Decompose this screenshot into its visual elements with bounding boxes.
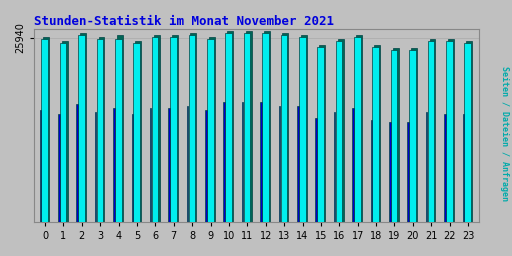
Bar	[97, 39, 103, 222]
Bar	[336, 41, 343, 222]
Bar	[188, 35, 195, 222]
Bar	[391, 50, 397, 222]
Bar	[317, 47, 324, 222]
Bar	[39, 110, 41, 222]
Bar	[262, 33, 269, 222]
Bar	[117, 35, 123, 222]
Bar	[430, 39, 436, 222]
Bar	[283, 33, 288, 222]
Bar	[170, 37, 177, 222]
Bar	[80, 33, 86, 222]
Bar	[462, 114, 464, 222]
Bar	[426, 112, 428, 222]
Bar	[58, 114, 59, 222]
Bar	[244, 33, 250, 222]
Bar	[154, 35, 160, 222]
Bar	[409, 50, 416, 222]
Bar	[264, 31, 270, 222]
Bar	[78, 35, 85, 222]
Bar	[352, 108, 354, 222]
Bar	[297, 106, 298, 222]
Bar	[190, 33, 197, 222]
Text: Stunden-Statistik im Monat November 2021: Stunden-Statistik im Monat November 2021	[34, 15, 334, 28]
Bar	[373, 47, 379, 222]
Bar	[315, 118, 317, 222]
Bar	[168, 108, 170, 222]
Bar	[446, 41, 453, 222]
Bar	[260, 102, 262, 222]
Bar	[227, 31, 233, 222]
Bar	[299, 37, 306, 222]
Bar	[209, 37, 215, 222]
Bar	[152, 37, 158, 222]
Bar	[319, 45, 325, 222]
Bar	[354, 37, 360, 222]
Bar	[135, 41, 141, 222]
Bar	[62, 41, 68, 222]
Bar	[150, 108, 152, 222]
Bar	[337, 39, 344, 222]
Bar	[225, 33, 232, 222]
Bar	[466, 41, 472, 222]
Bar	[224, 102, 225, 222]
Text: Seiten / Dateien / Anfragen: Seiten / Dateien / Anfragen	[500, 66, 509, 201]
Bar	[374, 45, 380, 222]
Bar	[408, 122, 409, 222]
Bar	[134, 43, 140, 222]
Bar	[281, 35, 287, 222]
Bar	[60, 43, 67, 222]
Bar	[113, 108, 115, 222]
Bar	[205, 110, 207, 222]
Bar	[172, 35, 178, 222]
Bar	[41, 39, 48, 222]
Bar	[76, 104, 78, 222]
Bar	[132, 114, 133, 222]
Bar	[242, 102, 243, 222]
Bar	[246, 31, 251, 222]
Bar	[448, 39, 454, 222]
Bar	[464, 43, 471, 222]
Bar	[187, 106, 188, 222]
Bar	[428, 41, 434, 222]
Bar	[98, 37, 104, 222]
Bar	[44, 37, 49, 222]
Bar	[411, 48, 417, 222]
Bar	[301, 35, 307, 222]
Bar	[356, 35, 362, 222]
Bar	[95, 112, 96, 222]
Bar	[393, 48, 399, 222]
Bar	[444, 114, 446, 222]
Bar	[279, 106, 280, 222]
Bar	[371, 120, 372, 222]
Bar	[207, 39, 214, 222]
Bar	[334, 112, 335, 222]
Bar	[389, 122, 391, 222]
Bar	[115, 39, 121, 222]
